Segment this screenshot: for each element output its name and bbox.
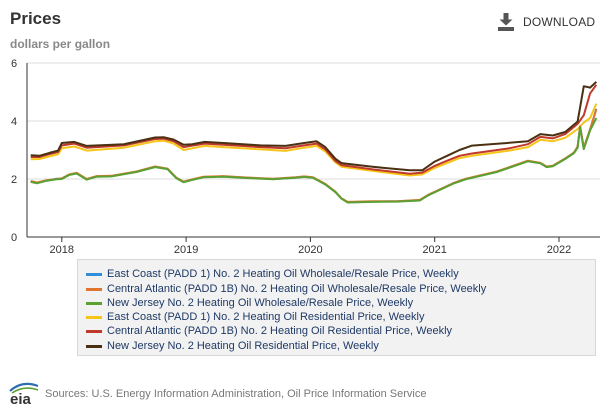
series-line bbox=[30, 108, 598, 204]
chart-title: Prices bbox=[10, 9, 62, 28]
series-line bbox=[30, 81, 597, 172]
eia-logo-text: eia bbox=[10, 391, 32, 405]
x-tick-label: 2020 bbox=[298, 244, 322, 256]
eia-logo: eia bbox=[9, 382, 39, 405]
download-label: DOWNLOAD bbox=[523, 15, 596, 29]
footer: eia bbox=[8, 379, 42, 405]
x-tick-label: 2022 bbox=[547, 244, 571, 256]
series-line bbox=[30, 109, 598, 203]
legend-label: Central Atlantic (PADD 1B) No. 2 Heating… bbox=[107, 283, 487, 295]
legend-item[interactable]: East Coast (PADD 1) No. 2 Heating Oil Re… bbox=[86, 309, 425, 325]
legend-swatch bbox=[86, 272, 102, 276]
legend-label: Central Atlantic (PADD 1B) No. 2 Heating… bbox=[107, 325, 453, 337]
x-tick-label: 2018 bbox=[50, 244, 74, 256]
legend-swatch bbox=[86, 344, 102, 348]
legend-item[interactable]: East Coast (PADD 1) No. 2 Heating Oil Wh… bbox=[86, 266, 459, 282]
legend-item[interactable]: New Jersey No. 2 Heating Oil Wholesale/R… bbox=[86, 295, 413, 311]
legend-item[interactable]: New Jersey No. 2 Heating Oil Residential… bbox=[86, 338, 379, 354]
series-line bbox=[30, 84, 598, 175]
chart-legend: East Coast (PADD 1) No. 2 Heating Oil Wh… bbox=[77, 259, 596, 356]
y-axis-unit-label: dollars per gallon bbox=[10, 37, 111, 51]
y-tick-label: 6 bbox=[11, 58, 17, 70]
legend-item[interactable]: Central Atlantic (PADD 1B) No. 2 Heating… bbox=[86, 323, 452, 339]
legend-label: New Jersey No. 2 Heating Oil Residential… bbox=[107, 340, 379, 352]
legend-label: East Coast (PADD 1) No. 2 Heating Oil Wh… bbox=[107, 268, 459, 280]
y-tick-label: 0 bbox=[11, 232, 17, 244]
x-tick-label: 2019 bbox=[174, 244, 198, 256]
y-tick-label: 4 bbox=[11, 116, 17, 128]
legend-swatch bbox=[86, 329, 102, 333]
legend-label: East Coast (PADD 1) No. 2 Heating Oil Re… bbox=[107, 311, 425, 323]
legend-swatch bbox=[86, 301, 102, 305]
y-tick-label: 2 bbox=[11, 174, 17, 186]
series-line bbox=[30, 103, 598, 177]
x-tick-label: 2021 bbox=[422, 244, 446, 256]
download-icon bbox=[498, 13, 514, 31]
download-button[interactable]: DOWNLOAD bbox=[498, 13, 595, 31]
series-line bbox=[30, 117, 598, 204]
legend-item[interactable]: Central Atlantic (PADD 1B) No. 2 Heating… bbox=[86, 281, 486, 297]
legend-label: New Jersey No. 2 Heating Oil Wholesale/R… bbox=[107, 297, 414, 309]
source-note: Sources: U.S. Energy Information Adminis… bbox=[45, 388, 427, 400]
legend-swatch bbox=[86, 287, 102, 291]
legend-swatch bbox=[86, 315, 102, 319]
line-chart: 0 2 4 6 2018 2019 2020 2021 2022 bbox=[11, 58, 600, 256]
